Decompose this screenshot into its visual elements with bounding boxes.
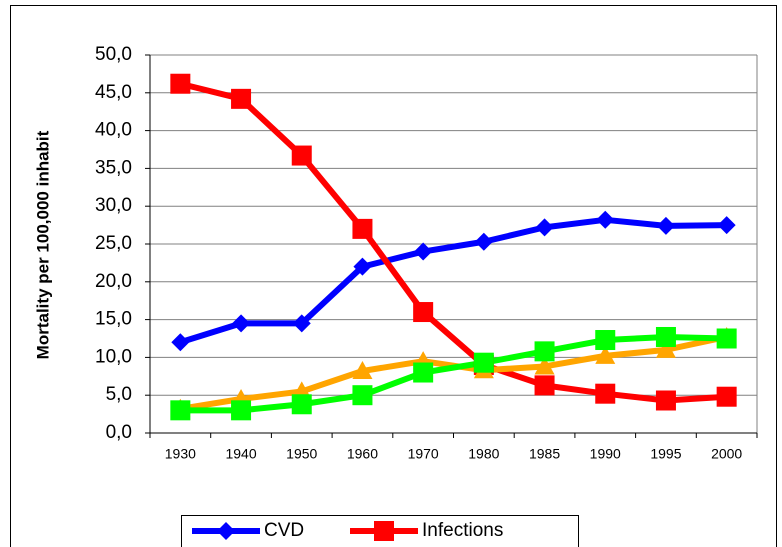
- x-tick-label: 1970: [408, 446, 439, 462]
- point: [595, 330, 616, 351]
- point: [655, 339, 676, 358]
- y-tick-label: 40,0: [95, 120, 132, 141]
- point: [534, 356, 555, 375]
- point: [232, 314, 251, 333]
- point: [352, 218, 373, 239]
- legend-marker: [217, 522, 235, 540]
- point: [535, 218, 554, 237]
- y-tick-label: 25,0: [95, 233, 132, 254]
- y-tick-label: 30,0: [95, 195, 132, 216]
- series-line: [180, 333, 727, 414]
- point: [717, 216, 736, 235]
- y-tick-label: 15,0: [95, 309, 132, 330]
- x-tick-label: 1995: [650, 446, 681, 462]
- y-tick-label: 5,0: [106, 384, 132, 405]
- legend-label: Infections: [422, 520, 503, 541]
- point: [595, 383, 616, 404]
- point: [655, 326, 676, 347]
- y-tick-label: 45,0: [95, 82, 132, 103]
- y-axis-label: Mortality per 100,000 inhabit: [33, 130, 52, 359]
- y-tick-label: 50,0: [95, 44, 132, 65]
- y-tick-label: 0,0: [106, 422, 132, 443]
- x-tick-label: 2000: [711, 446, 742, 462]
- point: [291, 145, 312, 166]
- point: [231, 88, 252, 109]
- legend-label: CVD: [264, 520, 304, 541]
- point: [171, 333, 190, 352]
- point: [474, 232, 493, 251]
- x-tick-label: 1960: [347, 446, 378, 462]
- point: [655, 390, 676, 411]
- x-tick-label: 1930: [165, 446, 196, 462]
- x-tick-label: 1950: [286, 446, 317, 462]
- x-tick-label: 1990: [590, 446, 621, 462]
- point: [292, 314, 311, 333]
- point: [596, 210, 615, 229]
- y-tick-label: 10,0: [95, 346, 132, 367]
- point: [716, 386, 737, 407]
- x-tick-label: 1940: [225, 446, 256, 462]
- point: [170, 73, 191, 94]
- point: [473, 352, 494, 373]
- point: [413, 362, 434, 383]
- legend-marker: [374, 521, 394, 541]
- point: [170, 400, 191, 421]
- point: [413, 302, 434, 323]
- x-tick-label: 1985: [529, 446, 560, 462]
- series-line: [179, 216, 727, 346]
- point: [534, 341, 555, 362]
- point: [534, 375, 555, 396]
- point: [595, 345, 616, 364]
- point: [291, 394, 312, 415]
- point: [352, 385, 373, 406]
- point: [716, 328, 737, 349]
- y-tick-label: 35,0: [95, 157, 132, 178]
- point: [352, 361, 373, 380]
- point: [414, 242, 433, 261]
- x-tick-label: 1980: [468, 446, 499, 462]
- point: [656, 216, 675, 235]
- point: [353, 257, 372, 276]
- point: [231, 400, 252, 421]
- y-tick-label: 20,0: [95, 271, 132, 292]
- series-line: [179, 80, 727, 404]
